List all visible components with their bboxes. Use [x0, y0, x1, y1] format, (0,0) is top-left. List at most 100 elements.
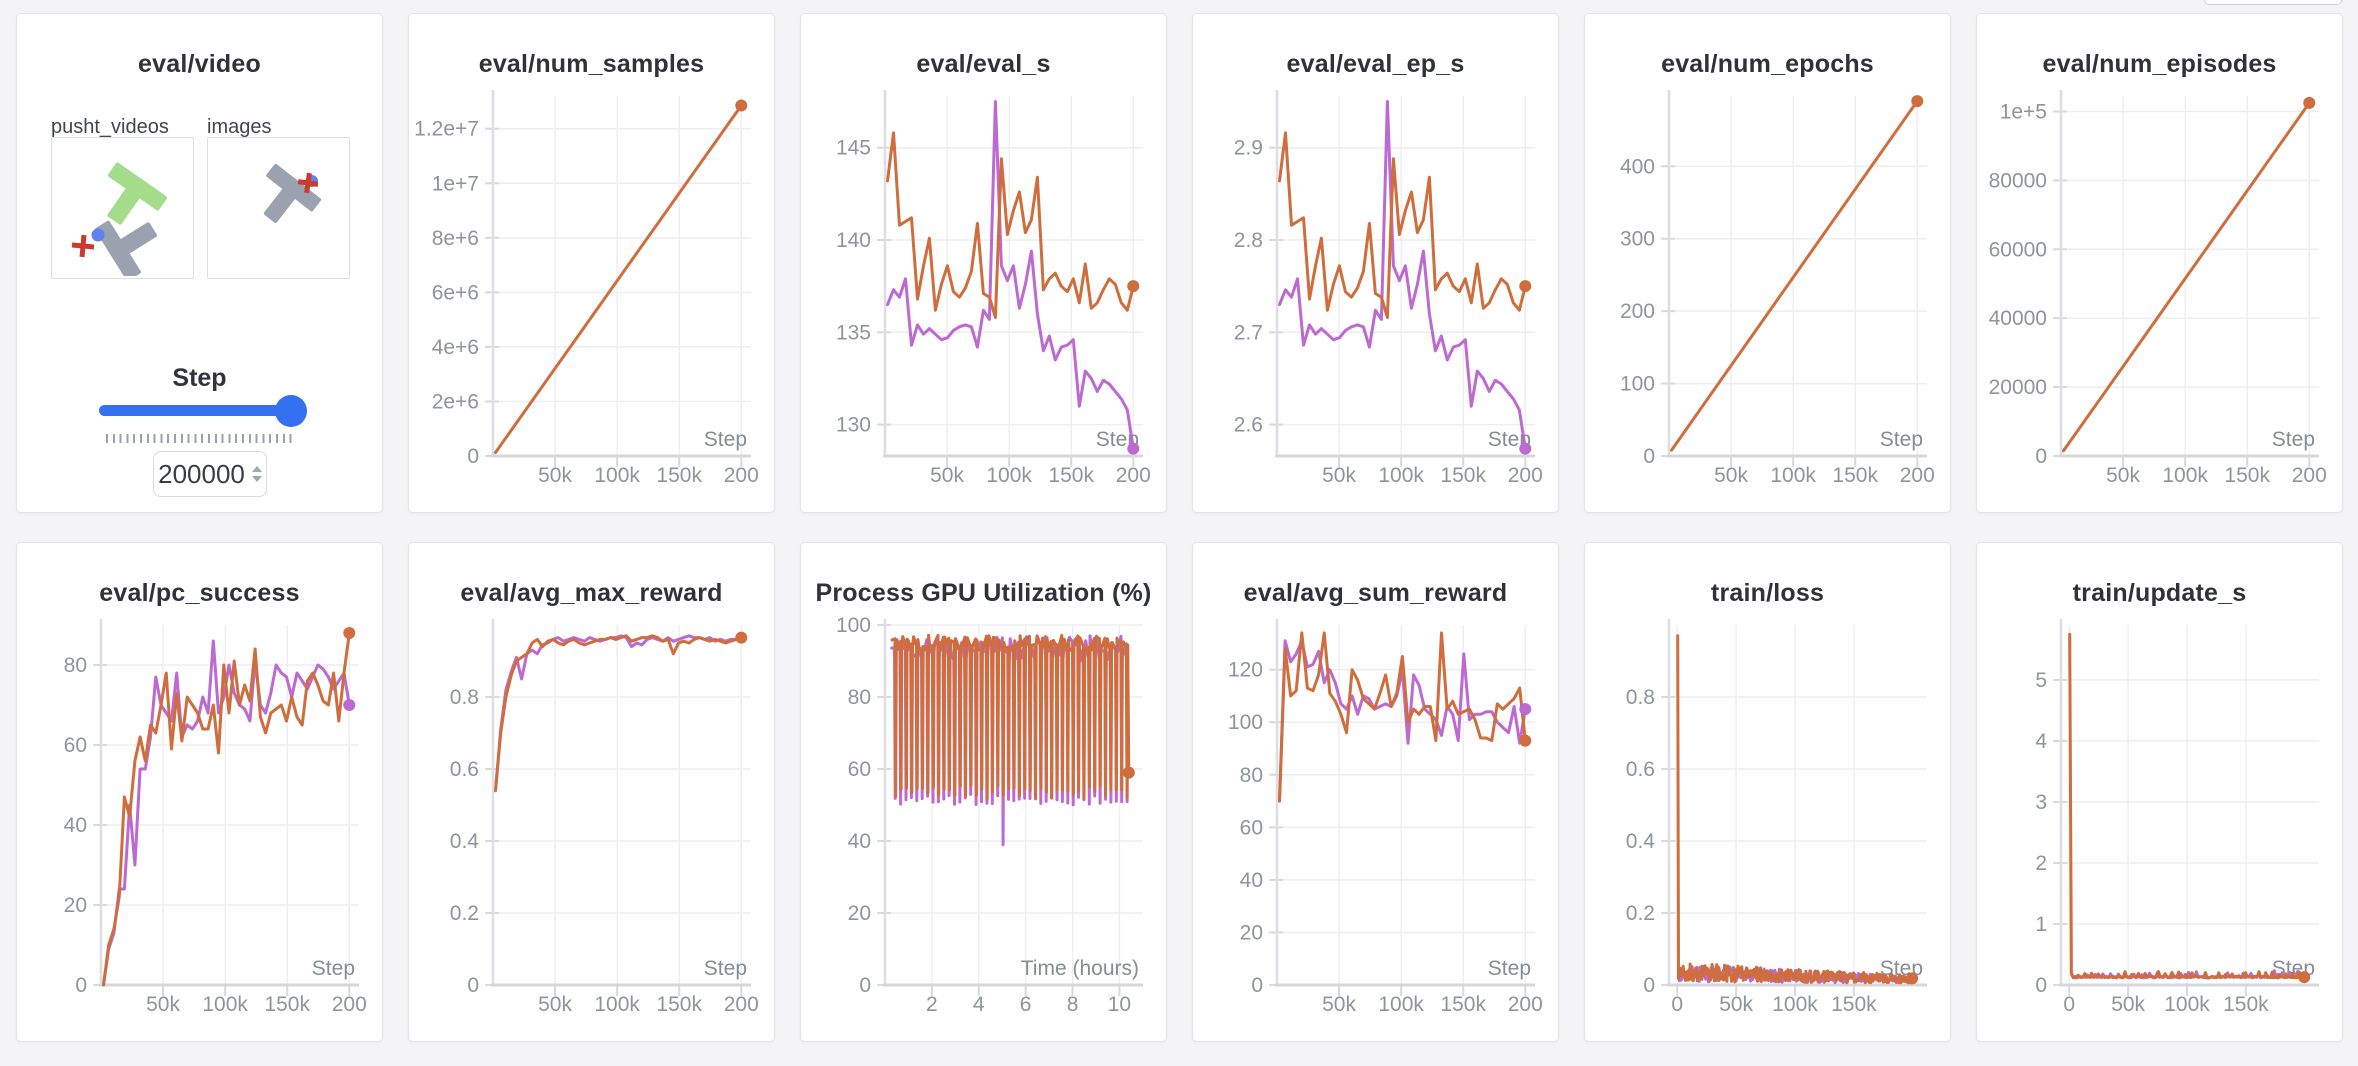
svg-text:400: 400 [1620, 155, 1655, 178]
svg-text:1e+7: 1e+7 [432, 172, 479, 195]
svg-text:150k: 150k [1440, 464, 1486, 487]
svg-text:100: 100 [836, 614, 871, 637]
svg-text:6: 6 [1020, 993, 1032, 1016]
svg-text:1: 1 [2035, 913, 2047, 936]
step-slider-track[interactable] [99, 405, 303, 416]
svg-text:100k: 100k [2162, 464, 2208, 487]
svg-text:200: 200 [1620, 300, 1655, 323]
svg-text:20000: 20000 [1989, 376, 2047, 399]
svg-text:135: 135 [836, 321, 871, 344]
svg-text:100k: 100k [1378, 993, 1424, 1016]
chart-title: train/update_s [2072, 579, 2247, 607]
media-thumbnail-images[interactable] [207, 137, 350, 279]
target-cross-icon [297, 172, 319, 194]
svg-text:0: 0 [75, 974, 87, 997]
svg-text:20: 20 [1240, 921, 1263, 944]
svg-text:Time (hours): Time (hours) [1021, 957, 1139, 980]
svg-text:2.7: 2.7 [1234, 321, 1263, 344]
svg-text:0: 0 [467, 974, 479, 997]
gray-t-shape [263, 163, 322, 223]
media-label-pusht-videos: pusht_videos [51, 116, 169, 138]
chart-title: eval/eval_ep_s [1286, 50, 1465, 78]
svg-text:100k: 100k [594, 993, 640, 1016]
svg-text:1.2e+7: 1.2e+7 [414, 118, 479, 141]
media-thumbnail-pusht-videos[interactable] [51, 137, 194, 281]
svg-text:200: 200 [1508, 464, 1543, 487]
svg-text:0: 0 [2035, 974, 2047, 997]
panel-eval-pc-success: eval/pc_success 0 20 40 60 80 50k 100k 150k 200 S… [16, 542, 383, 1042]
pusht-video-frame [71, 162, 167, 281]
svg-text:300: 300 [1620, 228, 1655, 251]
svg-text:145: 145 [836, 137, 871, 160]
chart-canvas[interactable]: 0 100 200 300 400 50k 100k 150k 200 Step [1585, 78, 1951, 513]
scrolled-panel-edge [2204, 0, 2342, 5]
svg-text:0.2: 0.2 [1626, 902, 1655, 925]
panel-eval-eval-ep-s: eval/eval_ep_s 2.6 2.7 2.8 2.9 50k 100k 150k 20… [1192, 13, 1559, 513]
svg-text:40000: 40000 [1989, 307, 2047, 330]
svg-text:80000: 80000 [1989, 169, 2047, 192]
svg-text:150k: 150k [2223, 993, 2269, 1016]
chart-canvas[interactable]: 130 135 140 145 50k 100k 150k 200 Step [801, 78, 1167, 513]
panel-eval-avg-max-reward: eval/avg_max_reward 0 0.2 0.4 0.6 0.8 50k 100k… [408, 542, 775, 1042]
svg-text:Step: Step [1880, 428, 1923, 451]
panel-eval-video: eval/video pusht_videos images [16, 13, 383, 513]
svg-text:4: 4 [2035, 730, 2047, 753]
chart-canvas[interactable]: 0 20 40 60 80 50k 100k 150k 200 Step [17, 607, 383, 1042]
stepper-up-icon[interactable] [251, 466, 262, 472]
chart-canvas[interactable]: 0 2e+6 4e+6 6e+6 8e+6 1e+7 1.2e+7 50k 100k 150k 20… [409, 78, 775, 513]
svg-text:50k: 50k [1322, 464, 1356, 487]
chart-title: eval/num_epochs [1661, 50, 1874, 78]
svg-text:0.8: 0.8 [450, 686, 479, 709]
svg-text:0: 0 [859, 974, 871, 997]
svg-text:150k: 150k [1832, 464, 1878, 487]
svg-text:Step: Step [1488, 428, 1531, 451]
svg-text:130: 130 [836, 414, 871, 437]
panel-grid: eval/video pusht_videos images [16, 13, 2343, 1042]
chart-canvas[interactable]: 2.6 2.7 2.8 2.9 50k 100k 150k 200 Step [1193, 78, 1559, 513]
media-label-images: images [207, 116, 272, 138]
chart-title: train/loss [1710, 579, 1825, 607]
svg-text:150k: 150k [656, 993, 702, 1016]
agent-dot [91, 228, 105, 242]
svg-text:20: 20 [848, 902, 871, 925]
svg-text:150k: 150k [656, 464, 702, 487]
svg-text:50k: 50k [930, 464, 964, 487]
chart-canvas[interactable]: 0 20000 40000 60000 80000 1e+5 50k 100k 150k 200 S… [1977, 78, 2343, 513]
panel-eval-num-samples: eval/num_samples 0 2e+6 4e+6 6e+6 8e+6 1e+7 1.… [408, 13, 775, 513]
step-slider-heading: Step [172, 364, 227, 392]
svg-text:100k: 100k [1770, 464, 1816, 487]
stepper-down-icon[interactable] [251, 476, 262, 482]
chart-canvas[interactable]: 0 0.2 0.4 0.6 0.8 50k 100k 150k 200 Step [409, 607, 775, 1042]
svg-text:50k: 50k [538, 464, 572, 487]
svg-text:50k: 50k [146, 993, 180, 1016]
chart-title: eval/num_samples [478, 50, 705, 78]
step-slider-thumb[interactable] [275, 395, 307, 427]
svg-text:0.6: 0.6 [450, 758, 479, 781]
svg-text:0: 0 [1643, 445, 1655, 468]
chart-canvas[interactable]: 0 20 40 60 80 100 2 4 6 8 10 Time (hours) [801, 607, 1167, 1042]
target-cross-icon [71, 234, 95, 258]
svg-text:6e+6: 6e+6 [432, 281, 479, 304]
svg-text:Step: Step [704, 957, 747, 980]
chart-canvas[interactable]: 0 20 40 60 80 100 120 50k 100k 150k 200 Step [1193, 607, 1559, 1042]
svg-text:200: 200 [332, 993, 367, 1016]
svg-text:200: 200 [1508, 993, 1543, 1016]
chart-title: eval/pc_success [99, 579, 300, 607]
svg-text:40: 40 [1240, 869, 1263, 892]
svg-text:20: 20 [64, 894, 87, 917]
svg-text:2e+6: 2e+6 [432, 390, 479, 413]
svg-text:40: 40 [64, 814, 87, 837]
svg-text:200: 200 [2292, 464, 2327, 487]
svg-text:2.9: 2.9 [1234, 137, 1263, 160]
svg-text:3: 3 [2035, 791, 2047, 814]
svg-text:80: 80 [64, 654, 87, 677]
svg-text:200: 200 [724, 993, 759, 1016]
panel-eval-eval-s: eval/eval_s 130 135 140 145 50k 100k 150k 200 St… [800, 13, 1167, 513]
svg-text:150k: 150k [1831, 993, 1877, 1016]
step-value-input[interactable]: 200000 [153, 451, 267, 497]
chart-title: eval/avg_max_reward [460, 579, 723, 607]
svg-text:150k: 150k [1048, 464, 1094, 487]
svg-text:150k: 150k [1440, 993, 1486, 1016]
